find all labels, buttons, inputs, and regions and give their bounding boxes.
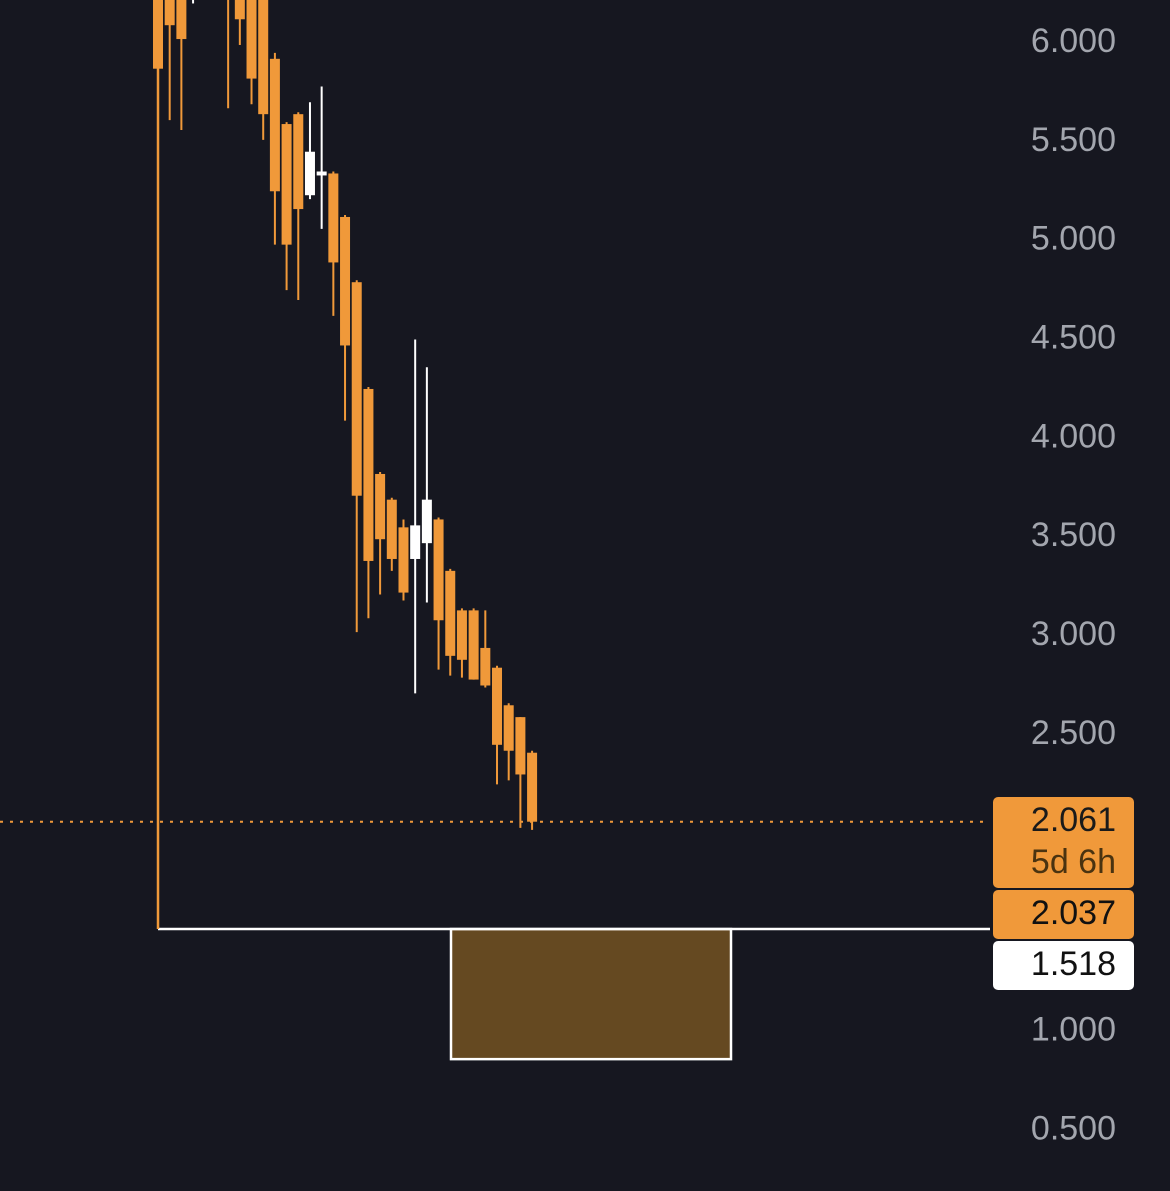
- candle-body: [304, 151, 315, 196]
- candle-body: [363, 388, 374, 561]
- y-tick-label: 4.000: [1031, 417, 1116, 455]
- candle-body: [445, 570, 456, 656]
- y-tick-label: 3.500: [1031, 516, 1116, 554]
- candle-body: [293, 114, 304, 210]
- level-label: 2.037: [1031, 894, 1116, 932]
- y-tick-label: 5.000: [1031, 220, 1116, 258]
- y-tick-label: 2.500: [1031, 714, 1116, 752]
- zone: [449, 927, 733, 1061]
- level-label: 1.518: [1031, 945, 1116, 983]
- candle-body: [421, 499, 432, 544]
- candle-body: [246, 0, 257, 79]
- candle-body: [164, 0, 175, 26]
- y-tick-label: 5.500: [1031, 121, 1116, 159]
- candle-body: [375, 473, 386, 540]
- level-box: [993, 941, 1134, 990]
- y-tick-label: 1.000: [1031, 1010, 1116, 1048]
- last-price-box: [993, 797, 1134, 888]
- countdown-label: 5d 6h: [1031, 843, 1116, 881]
- candle-body: [433, 519, 444, 621]
- candle-body: [515, 717, 526, 775]
- candle-body: [340, 216, 351, 346]
- candle-body: [176, 0, 187, 40]
- candle-body: [234, 0, 245, 20]
- candle-body: [480, 647, 491, 686]
- candle-body: [269, 58, 280, 192]
- candle-body: [398, 527, 409, 593]
- y-tick-label: 6.000: [1031, 22, 1116, 60]
- y-tick-label: 3.000: [1031, 615, 1116, 653]
- candle-body: [258, 0, 269, 115]
- candle-body: [153, 0, 163, 69]
- candle-body: [281, 124, 292, 245]
- candle-body: [386, 499, 397, 559]
- y-tick-label: 4.500: [1031, 319, 1116, 357]
- candle-body: [527, 752, 538, 822]
- last-price-label: 2.061: [1031, 801, 1116, 839]
- price-labels: 2.061 5d 6h 2.037 1.518: [993, 797, 1134, 990]
- candle-body: [492, 667, 503, 745]
- candle-body: [456, 610, 467, 660]
- candle-body: [351, 282, 362, 496]
- level-box: [993, 890, 1134, 939]
- candle-body: [316, 171, 327, 176]
- candle-body: [468, 610, 479, 680]
- candle-body: [328, 173, 339, 263]
- y-tick-label: 0.500: [1031, 1109, 1116, 1147]
- candle-body: [410, 525, 421, 559]
- candle-body: [503, 705, 514, 751]
